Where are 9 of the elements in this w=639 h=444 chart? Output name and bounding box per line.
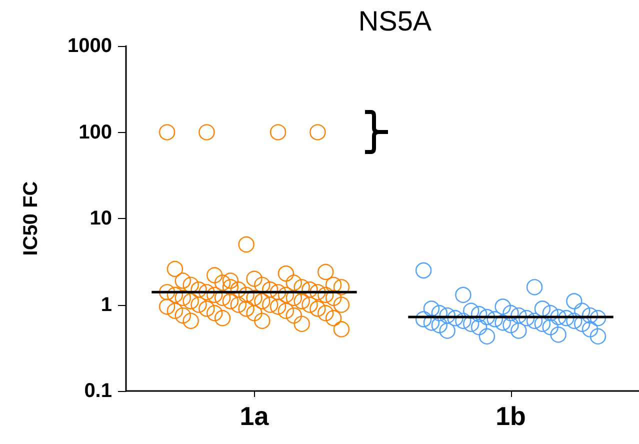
y-tick-label: 100 — [78, 121, 112, 144]
y-tick-label: 1 — [100, 294, 112, 316]
y-tick-label: 0.1 — [84, 380, 112, 402]
y-tick-label: 1000 — [68, 35, 112, 57]
x-tick-label: 1a — [240, 401, 270, 431]
x-tick-label: 1b — [496, 401, 526, 431]
y-tick-label: 10 — [90, 208, 112, 230]
chart-title: NS5A — [358, 6, 432, 36]
y-axis-title: IC50 FC — [20, 181, 42, 256]
